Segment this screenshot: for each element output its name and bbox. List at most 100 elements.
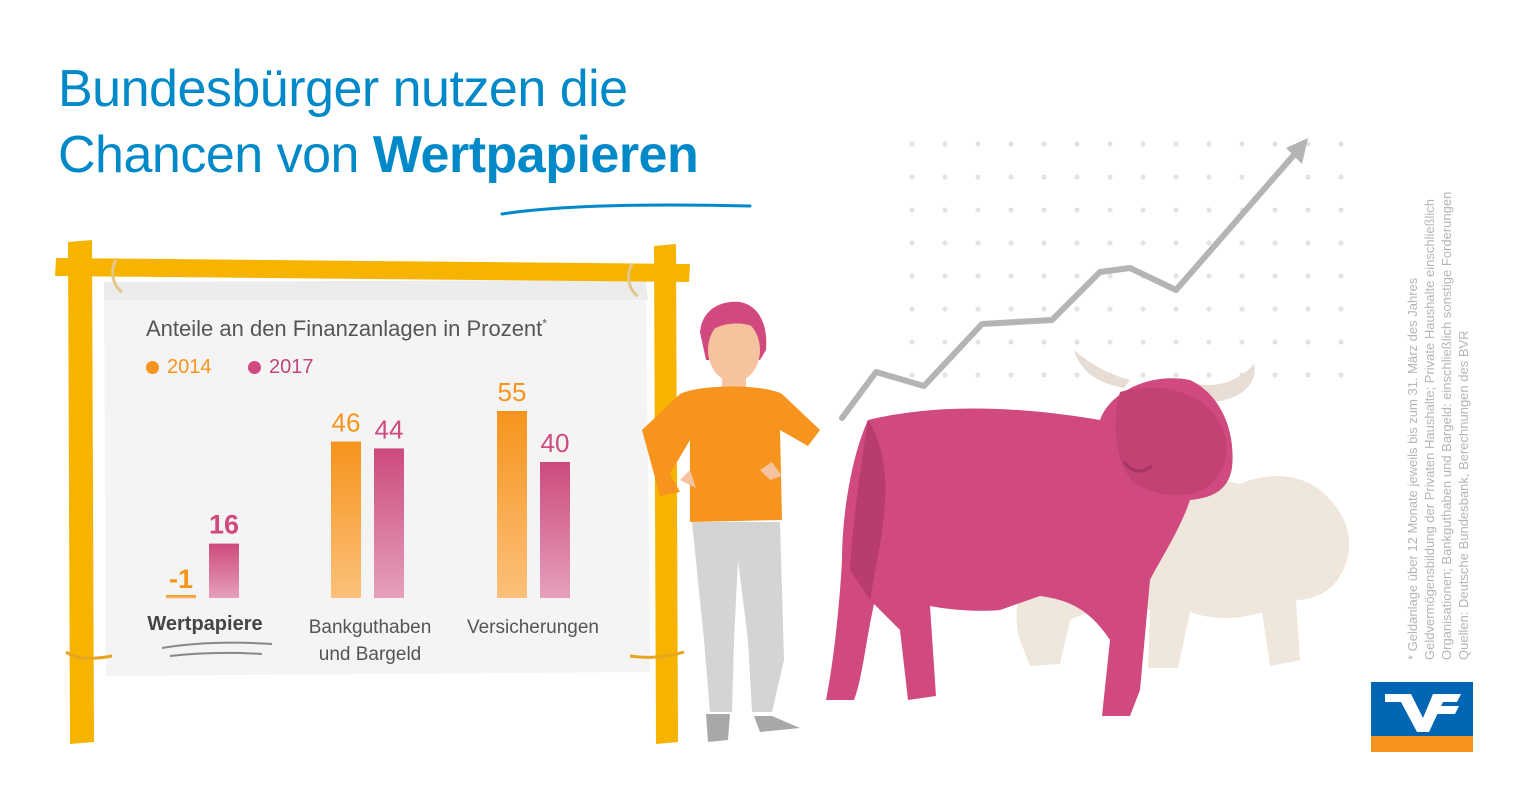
- decor-dot: [942, 207, 948, 213]
- decor-dot: [1206, 240, 1212, 246]
- decor-dot: [1074, 372, 1080, 378]
- decor-dot: [975, 372, 981, 378]
- decor-dot: [909, 174, 915, 180]
- decor-dot: [975, 240, 981, 246]
- decor-dot: [1107, 174, 1113, 180]
- footnote-line-4: Quellen: Deutsche Bundesbank, Berechnung…: [1456, 330, 1471, 660]
- bank-logo: [1371, 682, 1473, 752]
- decor-dot: [1008, 240, 1014, 246]
- decor-dot: [1239, 141, 1245, 147]
- decor-dot: [942, 174, 948, 180]
- footnote: * Geldanlage über 12 Monate jeweils bis …: [1404, 150, 1472, 660]
- decor-dot: [909, 306, 915, 312]
- decor-dot: [942, 306, 948, 312]
- decor-dot: [1305, 240, 1311, 246]
- decor-dot: [1107, 207, 1113, 213]
- bar-2017-0: [209, 543, 239, 598]
- category-label-bankguthaben: Bankguthaben und Bargeld: [308, 617, 432, 665]
- decor-dot: [942, 372, 948, 378]
- decor-dot: [1008, 372, 1014, 378]
- decor-dot: [1338, 240, 1344, 246]
- title-underline: [500, 203, 752, 216]
- decor-dot: [1239, 240, 1245, 246]
- decor-dot: [1338, 273, 1344, 279]
- legend-item-2014: 2014: [146, 356, 212, 379]
- decor-dot: [1041, 339, 1047, 345]
- decor-dot: [1173, 339, 1179, 345]
- decor-dot: [1041, 306, 1047, 312]
- title-line-2-prefix: Chancen von: [58, 126, 373, 184]
- decor-dot: [1206, 306, 1212, 312]
- decor-dot: [909, 240, 915, 246]
- bull-figure: [826, 350, 1255, 716]
- category-label-wertpapiere: Wertpapiere: [147, 613, 263, 635]
- decor-dot: [1206, 141, 1212, 147]
- legend-dot-2017: [248, 361, 261, 374]
- decor-dot: [1074, 207, 1080, 213]
- decor-dot: [909, 339, 915, 345]
- decor-dot: [1239, 339, 1245, 345]
- chart-title: Anteile an den Finanzanlagen in Prozent*: [146, 316, 547, 342]
- decor-dot: [1173, 372, 1179, 378]
- decor-dot: [1305, 306, 1311, 312]
- page-title: Bundesbürger nutzen die Chancen von Wert…: [58, 56, 699, 188]
- footnote-line-1: * Geldanlage über 12 Monate jeweils bis …: [1405, 277, 1420, 660]
- decor-dot: [1140, 174, 1146, 180]
- bar-chart: -1 46 55 16 44 40: [161, 377, 570, 657]
- decor-dot: [909, 372, 915, 378]
- footnote-line-3: Organisationen; Bankguthaben und Bargeld…: [1439, 191, 1454, 660]
- bar-2014-0: [166, 595, 196, 599]
- decor-dot: [1305, 339, 1311, 345]
- decor-dot: [1206, 207, 1212, 213]
- decor-dot: [1206, 174, 1212, 180]
- bar-2017-1: [374, 448, 404, 598]
- decor-dot: [1173, 174, 1179, 180]
- decor-dot: [1008, 174, 1014, 180]
- decor-dot: [1041, 273, 1047, 279]
- decor-dot: [1074, 240, 1080, 246]
- decor-dot: [975, 339, 981, 345]
- decor-dot: [909, 273, 915, 279]
- decor-dot: [1305, 273, 1311, 279]
- legend-dot-2014: [146, 361, 159, 374]
- decor-dot: [1074, 339, 1080, 345]
- bar-value-label-2017-2: 40: [541, 428, 570, 458]
- decor-dot: [1239, 273, 1245, 279]
- decor-dot: [1140, 240, 1146, 246]
- legend-item-2017: 2017: [248, 356, 314, 379]
- decor-dot: [1041, 240, 1047, 246]
- decor-dot: [1173, 207, 1179, 213]
- decor-dot: [1173, 306, 1179, 312]
- decor-dot: [942, 141, 948, 147]
- chart-title-text: Anteile an den Finanzanlagen in Prozent: [146, 316, 543, 341]
- decor-dot: [1272, 240, 1278, 246]
- decor-dot: [1008, 141, 1014, 147]
- decor-dot: [909, 141, 915, 147]
- rising-trend-arrow: [839, 145, 1303, 421]
- decor-dot: [975, 141, 981, 147]
- decor-dot: [1008, 306, 1014, 312]
- decor-dot: [1074, 273, 1080, 279]
- bar-2014-2: [497, 411, 527, 598]
- bar-value-label-2014-1: 46: [332, 408, 361, 438]
- decor-dot: [942, 240, 948, 246]
- decor-dot: [1074, 306, 1080, 312]
- bar-2017-2: [540, 462, 570, 598]
- decor-dot: [1272, 306, 1278, 312]
- decor-dot: [1107, 273, 1113, 279]
- decor-dot: [1239, 174, 1245, 180]
- decor-dot: [1008, 273, 1014, 279]
- decor-dot: [1239, 306, 1245, 312]
- decor-dot: [1272, 141, 1278, 147]
- decor-dot: [1041, 141, 1047, 147]
- decor-dot: [975, 207, 981, 213]
- woman-figure: [642, 301, 820, 742]
- decor-dot: [1107, 141, 1113, 147]
- title-line-2-bold: Wertpapieren: [372, 126, 699, 184]
- chart-title-marker: *: [542, 316, 547, 331]
- decor-dot: [1272, 207, 1278, 213]
- decor-dot: [1008, 207, 1014, 213]
- decor-dot: [1338, 174, 1344, 180]
- decor-dot: [1041, 207, 1047, 213]
